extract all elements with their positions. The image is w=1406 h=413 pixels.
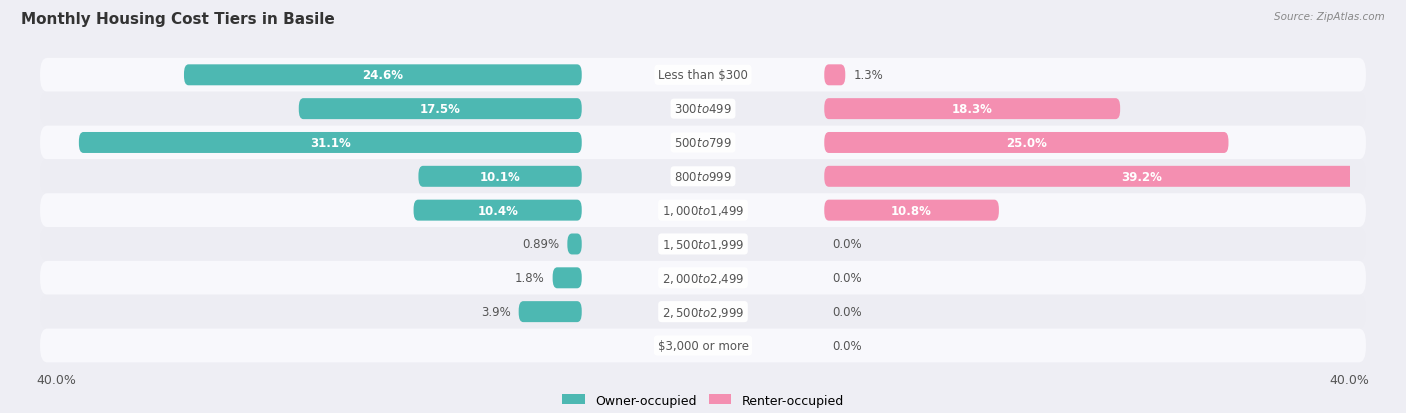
- FancyBboxPatch shape: [824, 133, 1229, 154]
- Text: $1,500 to $1,999: $1,500 to $1,999: [662, 237, 744, 252]
- FancyBboxPatch shape: [824, 65, 845, 86]
- FancyBboxPatch shape: [41, 59, 1367, 93]
- FancyBboxPatch shape: [824, 166, 1406, 188]
- FancyBboxPatch shape: [41, 194, 1367, 228]
- Text: 0.0%: 0.0%: [832, 238, 862, 251]
- Text: $2,000 to $2,499: $2,000 to $2,499: [662, 271, 744, 285]
- FancyBboxPatch shape: [419, 166, 582, 188]
- Text: 18.3%: 18.3%: [952, 103, 993, 116]
- Text: $300 to $499: $300 to $499: [673, 103, 733, 116]
- FancyBboxPatch shape: [824, 99, 1121, 120]
- Text: $1,000 to $1,499: $1,000 to $1,499: [662, 204, 744, 218]
- Text: Monthly Housing Cost Tiers in Basile: Monthly Housing Cost Tiers in Basile: [21, 12, 335, 27]
- Text: 0.0%: 0.0%: [832, 339, 862, 352]
- FancyBboxPatch shape: [41, 329, 1367, 363]
- Text: 10.1%: 10.1%: [479, 171, 520, 183]
- FancyBboxPatch shape: [519, 301, 582, 322]
- Text: Less than $300: Less than $300: [658, 69, 748, 82]
- FancyBboxPatch shape: [553, 268, 582, 289]
- Text: $2,500 to $2,999: $2,500 to $2,999: [662, 305, 744, 319]
- FancyBboxPatch shape: [41, 93, 1367, 126]
- Text: 24.6%: 24.6%: [363, 69, 404, 82]
- FancyBboxPatch shape: [41, 261, 1367, 295]
- Text: 0.0%: 0.0%: [832, 305, 862, 318]
- Text: 39.2%: 39.2%: [1121, 171, 1161, 183]
- Text: 10.8%: 10.8%: [891, 204, 932, 217]
- Text: 10.4%: 10.4%: [477, 204, 517, 217]
- FancyBboxPatch shape: [184, 65, 582, 86]
- Text: $3,000 or more: $3,000 or more: [658, 339, 748, 352]
- Text: Source: ZipAtlas.com: Source: ZipAtlas.com: [1274, 12, 1385, 22]
- FancyBboxPatch shape: [79, 133, 582, 154]
- Text: 17.5%: 17.5%: [420, 103, 461, 116]
- Text: 25.0%: 25.0%: [1005, 137, 1047, 150]
- Text: 0.0%: 0.0%: [832, 272, 862, 285]
- Text: 1.8%: 1.8%: [515, 272, 544, 285]
- FancyBboxPatch shape: [413, 200, 582, 221]
- Legend: Owner-occupied, Renter-occupied: Owner-occupied, Renter-occupied: [557, 389, 849, 412]
- FancyBboxPatch shape: [298, 99, 582, 120]
- Text: 3.9%: 3.9%: [481, 305, 510, 318]
- Text: $800 to $999: $800 to $999: [673, 171, 733, 183]
- Text: 31.1%: 31.1%: [309, 137, 350, 150]
- Text: $500 to $799: $500 to $799: [673, 137, 733, 150]
- FancyBboxPatch shape: [41, 228, 1367, 261]
- FancyBboxPatch shape: [41, 126, 1367, 160]
- FancyBboxPatch shape: [41, 160, 1367, 194]
- FancyBboxPatch shape: [824, 200, 998, 221]
- Text: 0.89%: 0.89%: [522, 238, 560, 251]
- FancyBboxPatch shape: [568, 234, 582, 255]
- Text: 1.3%: 1.3%: [853, 69, 883, 82]
- FancyBboxPatch shape: [41, 295, 1367, 329]
